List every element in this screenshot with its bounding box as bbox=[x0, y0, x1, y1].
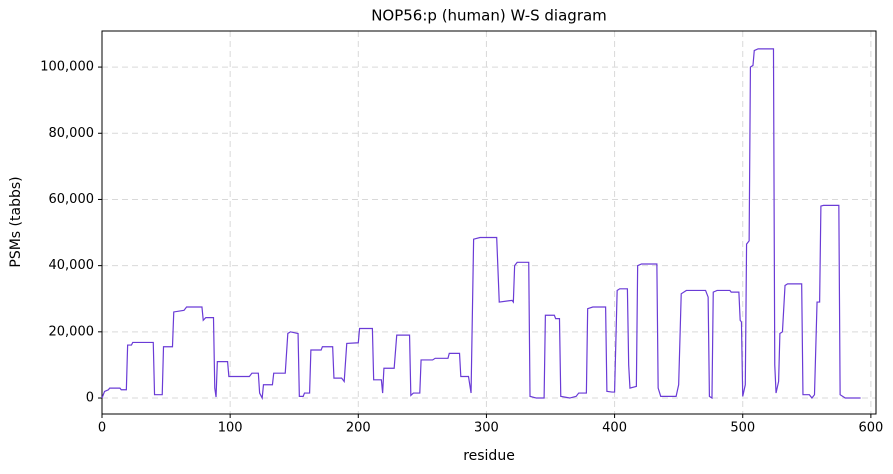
data-line bbox=[101, 48, 861, 401]
y-tick-label: 60,000 bbox=[49, 192, 95, 207]
x-tick-label: 0 bbox=[98, 421, 106, 436]
x-tick-label: 500 bbox=[730, 421, 755, 436]
x-axis-label: residue bbox=[463, 448, 515, 464]
x-tick-label: 600 bbox=[858, 421, 883, 436]
y-tick-label: 20,000 bbox=[49, 324, 95, 339]
y-tick-label: 80,000 bbox=[49, 126, 95, 141]
x-tick-label: 400 bbox=[602, 421, 627, 436]
y-tick-label: 40,000 bbox=[49, 258, 95, 273]
plot-frame bbox=[101, 30, 877, 415]
chart-title: NOP56:p (human) W-S diagram bbox=[371, 7, 607, 25]
y-axis-label: PSMs (tabbs) bbox=[8, 176, 24, 267]
x-tick-label: 200 bbox=[346, 421, 371, 436]
y-tick-label: 0 bbox=[86, 391, 94, 406]
x-tick-label: 100 bbox=[218, 421, 243, 436]
x-tick-label: 300 bbox=[474, 421, 499, 436]
y-tick-label: 100,000 bbox=[40, 60, 94, 75]
